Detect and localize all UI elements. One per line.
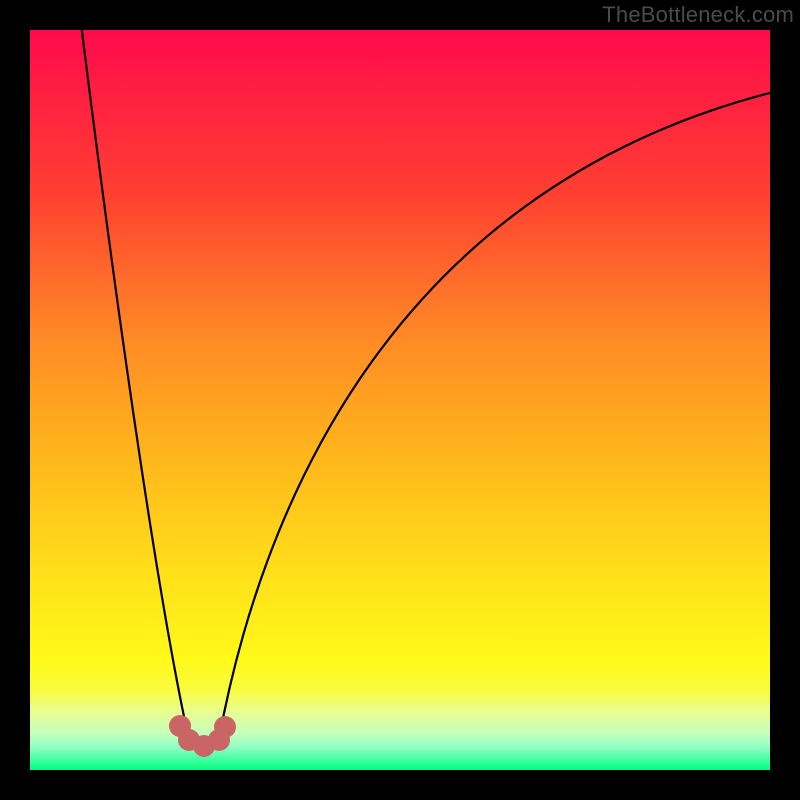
chart-container: TheBottleneck.com — [0, 0, 800, 800]
bottleneck-curve — [0, 0, 800, 800]
watermark-text: TheBottleneck.com — [602, 2, 794, 28]
curve-path — [82, 30, 770, 750]
